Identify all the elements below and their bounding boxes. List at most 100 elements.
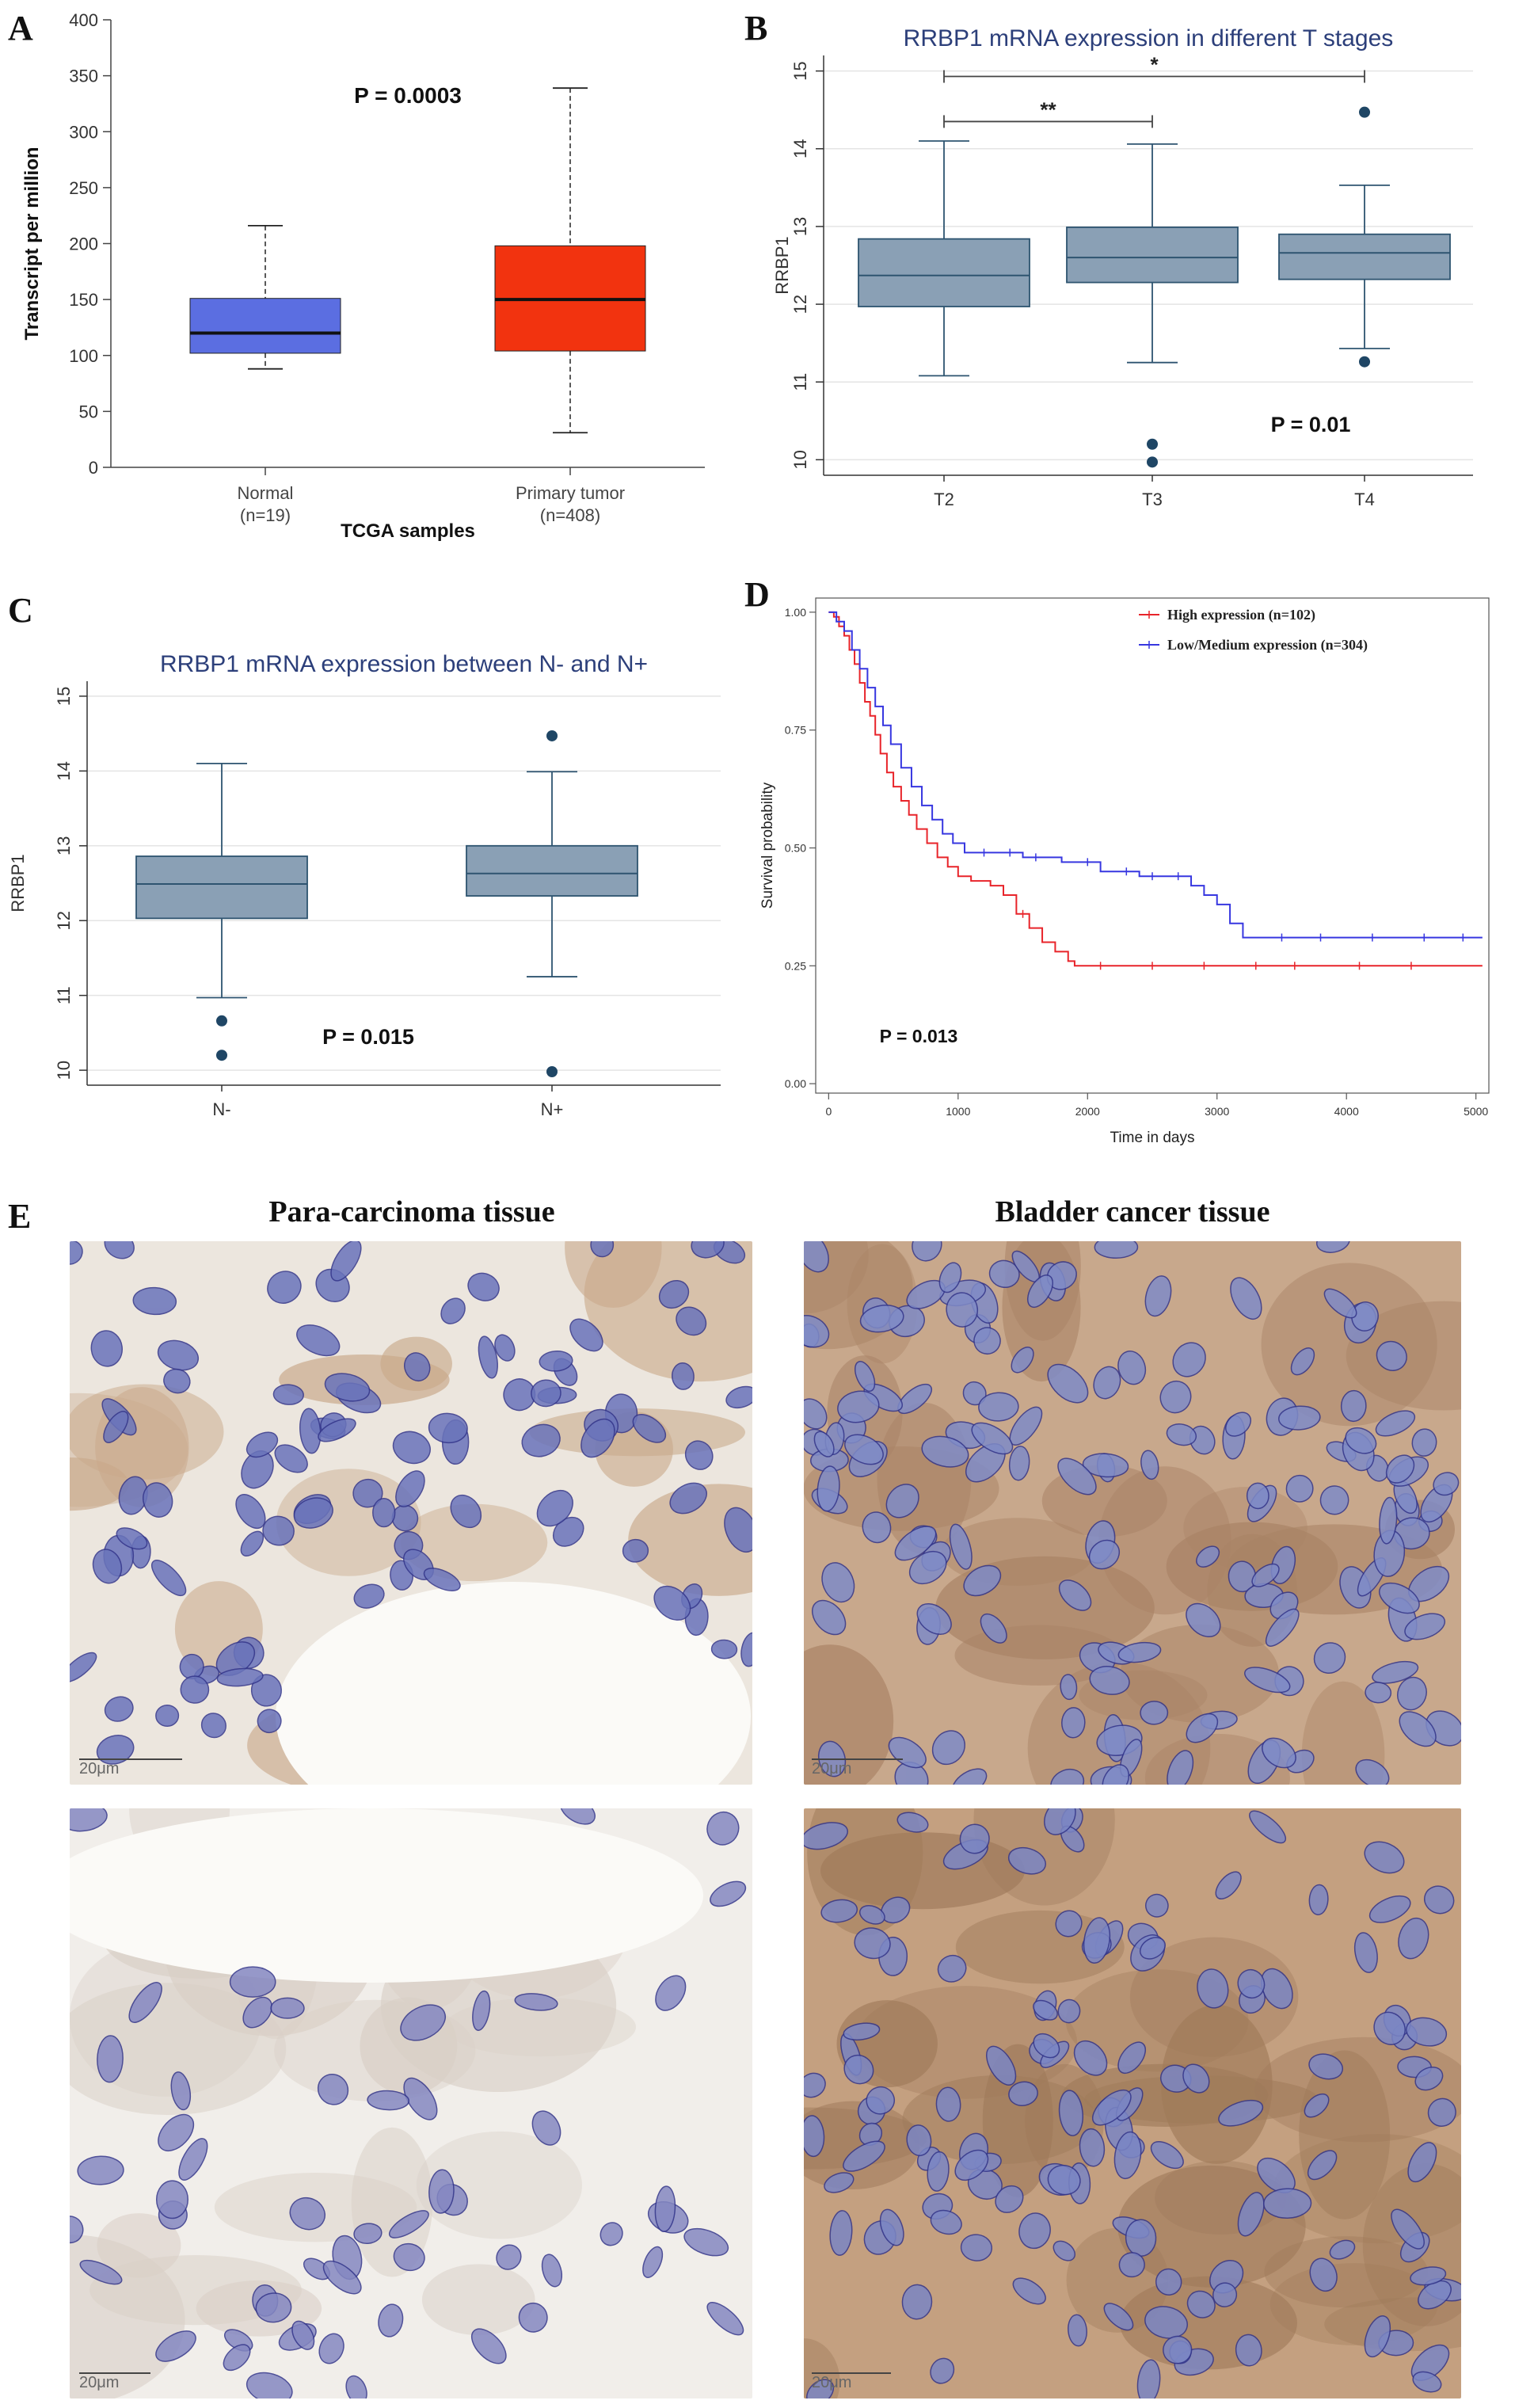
cell-nucleus: [1026, 1274, 1053, 1309]
cell-nucleus: [683, 2227, 729, 2257]
cell-nucleus: [246, 1431, 279, 1458]
cell-nucleus: [70, 2216, 84, 2244]
cell-nucleus: [725, 1385, 752, 1409]
cell-nucleus: [392, 1431, 431, 1465]
stain-region: [89, 2255, 302, 2326]
cell-nucleus: [257, 1709, 282, 1734]
stain-region: [955, 1910, 1125, 1984]
cell-nucleus: [859, 1905, 885, 1925]
cell-nucleus: [1118, 2252, 1145, 2278]
cell-nucleus: [96, 1735, 135, 1765]
cell-nucleus: [170, 2071, 192, 2111]
cell-nucleus: [806, 2379, 835, 2398]
cell-nucleus: [1399, 1711, 1437, 1747]
cell-nucleus: [1050, 1768, 1085, 1785]
cell-nucleus: [600, 2222, 623, 2246]
cell-nucleus: [1189, 1425, 1216, 1455]
cell-nucleus: [104, 1241, 135, 1259]
cell-nucleus: [151, 1560, 187, 1597]
cell-nucleus: [467, 1272, 500, 1301]
box-t4: [1278, 233, 1451, 280]
cell-nucleus: [423, 1568, 461, 1591]
cell-nucleus: [353, 2223, 383, 2244]
stain-region: [1324, 2297, 1461, 2352]
outlier-point: [546, 730, 558, 741]
cell-nucleus: [274, 1444, 308, 1473]
cell-nucleus: [1379, 1582, 1420, 1614]
scale-bar-label: 20μm: [79, 1758, 182, 1778]
cell-nucleus: [804, 1315, 830, 1348]
micrograph-canvas: [804, 1241, 1461, 1785]
cell-nucleus: [223, 2344, 251, 2372]
cell-nucleus: [829, 2210, 853, 2256]
panel-c: RRBP1 mRNA expression between N- and N+ 1…: [0, 626, 744, 1137]
cell-nucleus: [1304, 2093, 1330, 2118]
cell-nucleus: [927, 2151, 950, 2192]
cell-nucleus: [1057, 1998, 1081, 2024]
outlier-point: [546, 1066, 558, 1077]
cell-nucleus: [92, 1549, 123, 1584]
cell-nucleus: [1329, 2239, 1356, 2260]
stain-region: [1264, 2236, 1428, 2308]
cell-nucleus: [820, 1899, 858, 1923]
cell-nucleus: [804, 1241, 829, 1273]
cell-nucleus: [1103, 2303, 1134, 2331]
cell-nucleus: [1364, 1841, 1405, 1874]
cell-nucleus: [1262, 2188, 1312, 2219]
significance-label: **: [1040, 97, 1056, 121]
scale-bar-label: 20μm: [812, 2372, 891, 2392]
cell-nucleus: [1323, 1288, 1357, 1319]
cell-nucleus: [854, 1927, 891, 1960]
cell-nucleus: [155, 2330, 196, 2362]
cell-nucleus: [1353, 1932, 1378, 1973]
y-axis-label: Survival probability: [759, 782, 776, 909]
survival-curve-high: [828, 611, 1483, 967]
cell-nucleus: [229, 1966, 276, 1998]
y-tick-label: 13: [790, 217, 810, 236]
cell-nucleus: [1082, 1453, 1129, 1478]
cell-nucleus: [879, 2208, 904, 2246]
cell-nucleus: [1376, 1340, 1407, 1371]
cell-nucleus: [216, 1667, 264, 1687]
cell-nucleus: [676, 1306, 707, 1336]
cell-nucleus: [1308, 2053, 1343, 2080]
cell-nucleus: [843, 2140, 885, 2172]
cell-nucleus: [403, 1352, 431, 1382]
cell-nucleus: [1197, 1968, 1229, 2009]
cell-nucleus: [1139, 1937, 1166, 1960]
box-normal: [189, 298, 341, 354]
cell-nucleus: [684, 1440, 714, 1470]
panel-b-chart: RRBP1 mRNA expression in different T sta…: [772, 25, 1473, 509]
cell-nucleus: [1225, 1412, 1252, 1437]
cell-nucleus: [1372, 1660, 1419, 1684]
cell-nucleus: [1265, 1608, 1300, 1647]
cell-nucleus: [250, 1674, 282, 1707]
cell-nucleus: [866, 2086, 896, 2115]
cell-nucleus: [1166, 1423, 1197, 1446]
chart-title: RRBP1 mRNA expression in different T sta…: [904, 25, 1394, 51]
cell-nucleus: [1412, 2371, 1442, 2393]
cell-nucleus: [931, 1730, 966, 1766]
stain-region: [628, 1484, 752, 1596]
cell-nucleus: [440, 1297, 466, 1324]
micrograph-para-bottom: [70, 1808, 752, 2398]
cell-nucleus: [518, 2302, 548, 2333]
cell-nucleus: [1315, 1241, 1350, 1253]
outlier-point: [216, 1015, 227, 1027]
box-n: [135, 855, 308, 920]
cell-nucleus: [843, 2022, 881, 2041]
cell-nucleus: [622, 1538, 649, 1563]
cell-nucleus: [318, 2333, 344, 2364]
cell-nucleus: [1186, 1713, 1219, 1743]
cell-nucleus: [804, 2115, 825, 2158]
panel-b: RRBP1 mRNA expression in different T sta…: [737, 0, 1515, 519]
cell-nucleus: [906, 2124, 932, 2157]
cell-nucleus: [291, 2320, 315, 2350]
cell-nucleus: [901, 2284, 933, 2320]
cell-nucleus: [1012, 2277, 1046, 2305]
cell-nucleus: [143, 1482, 173, 1518]
outlier-point: [1359, 356, 1370, 368]
y-tick-label: 14: [790, 139, 810, 158]
panel-a: 0 50 100 150 200 250 300 350 400 Normal (n=19) Prim…: [0, 0, 737, 558]
cell-nucleus: [103, 1411, 129, 1443]
